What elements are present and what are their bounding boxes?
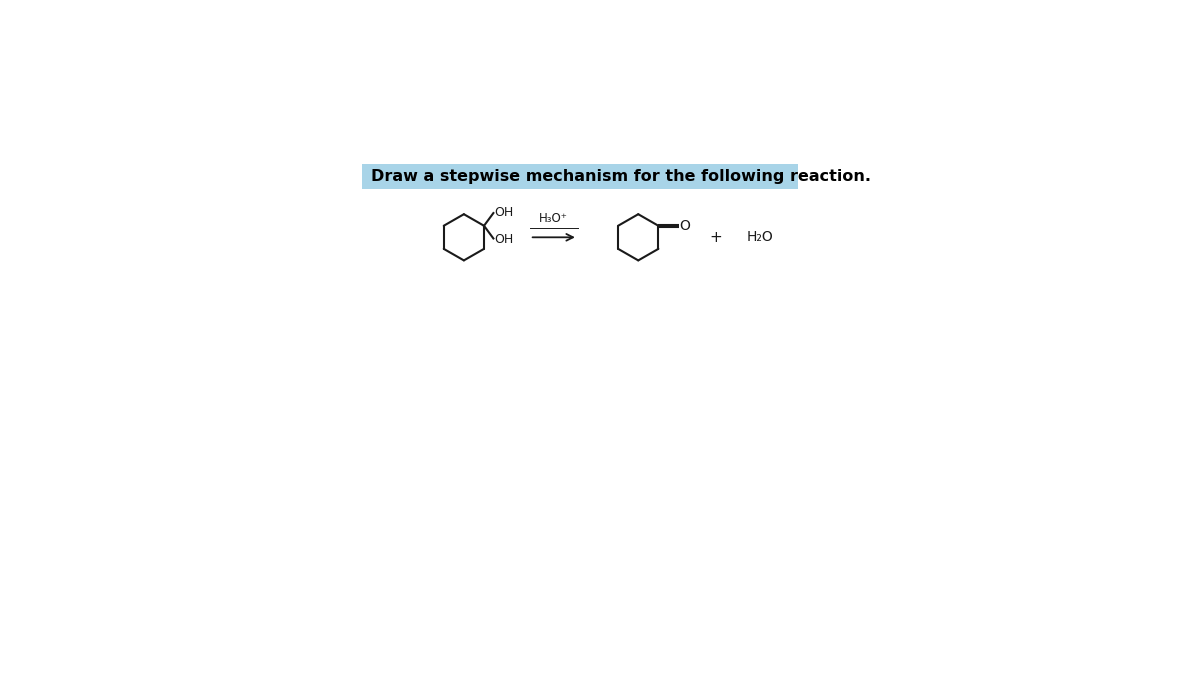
Text: Draw a stepwise mechanism for the following reaction.: Draw a stepwise mechanism for the follow… [371, 169, 871, 184]
Text: +: + [709, 230, 722, 245]
Text: OH: OH [494, 233, 514, 246]
FancyBboxPatch shape [362, 164, 798, 189]
Text: OH: OH [494, 206, 514, 219]
Text: H₃O⁺: H₃O⁺ [539, 212, 569, 225]
Text: H₂O: H₂O [746, 230, 774, 244]
Text: O: O [679, 219, 690, 233]
